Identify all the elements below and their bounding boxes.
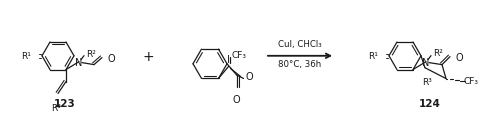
- Text: R²: R²: [86, 50, 96, 59]
- Text: 123: 123: [54, 98, 76, 108]
- Text: R³: R³: [51, 104, 61, 112]
- Text: R¹: R¹: [368, 52, 378, 61]
- Text: R¹: R¹: [21, 52, 31, 61]
- Text: R²: R²: [433, 49, 443, 58]
- Text: O: O: [455, 52, 462, 62]
- Text: 124: 124: [419, 98, 441, 108]
- Text: 80°C, 36h: 80°C, 36h: [278, 60, 322, 69]
- Text: +: +: [142, 49, 154, 63]
- Text: I: I: [227, 55, 230, 65]
- Text: O: O: [107, 53, 114, 63]
- Text: O: O: [233, 94, 240, 104]
- Text: R³: R³: [422, 77, 432, 86]
- Text: O: O: [246, 72, 253, 82]
- Text: N: N: [422, 57, 430, 67]
- Text: N: N: [76, 57, 82, 67]
- Text: CF₃: CF₃: [464, 76, 479, 85]
- Text: CF₃: CF₃: [232, 51, 246, 59]
- Text: CuI, CHCl₃: CuI, CHCl₃: [278, 40, 322, 49]
